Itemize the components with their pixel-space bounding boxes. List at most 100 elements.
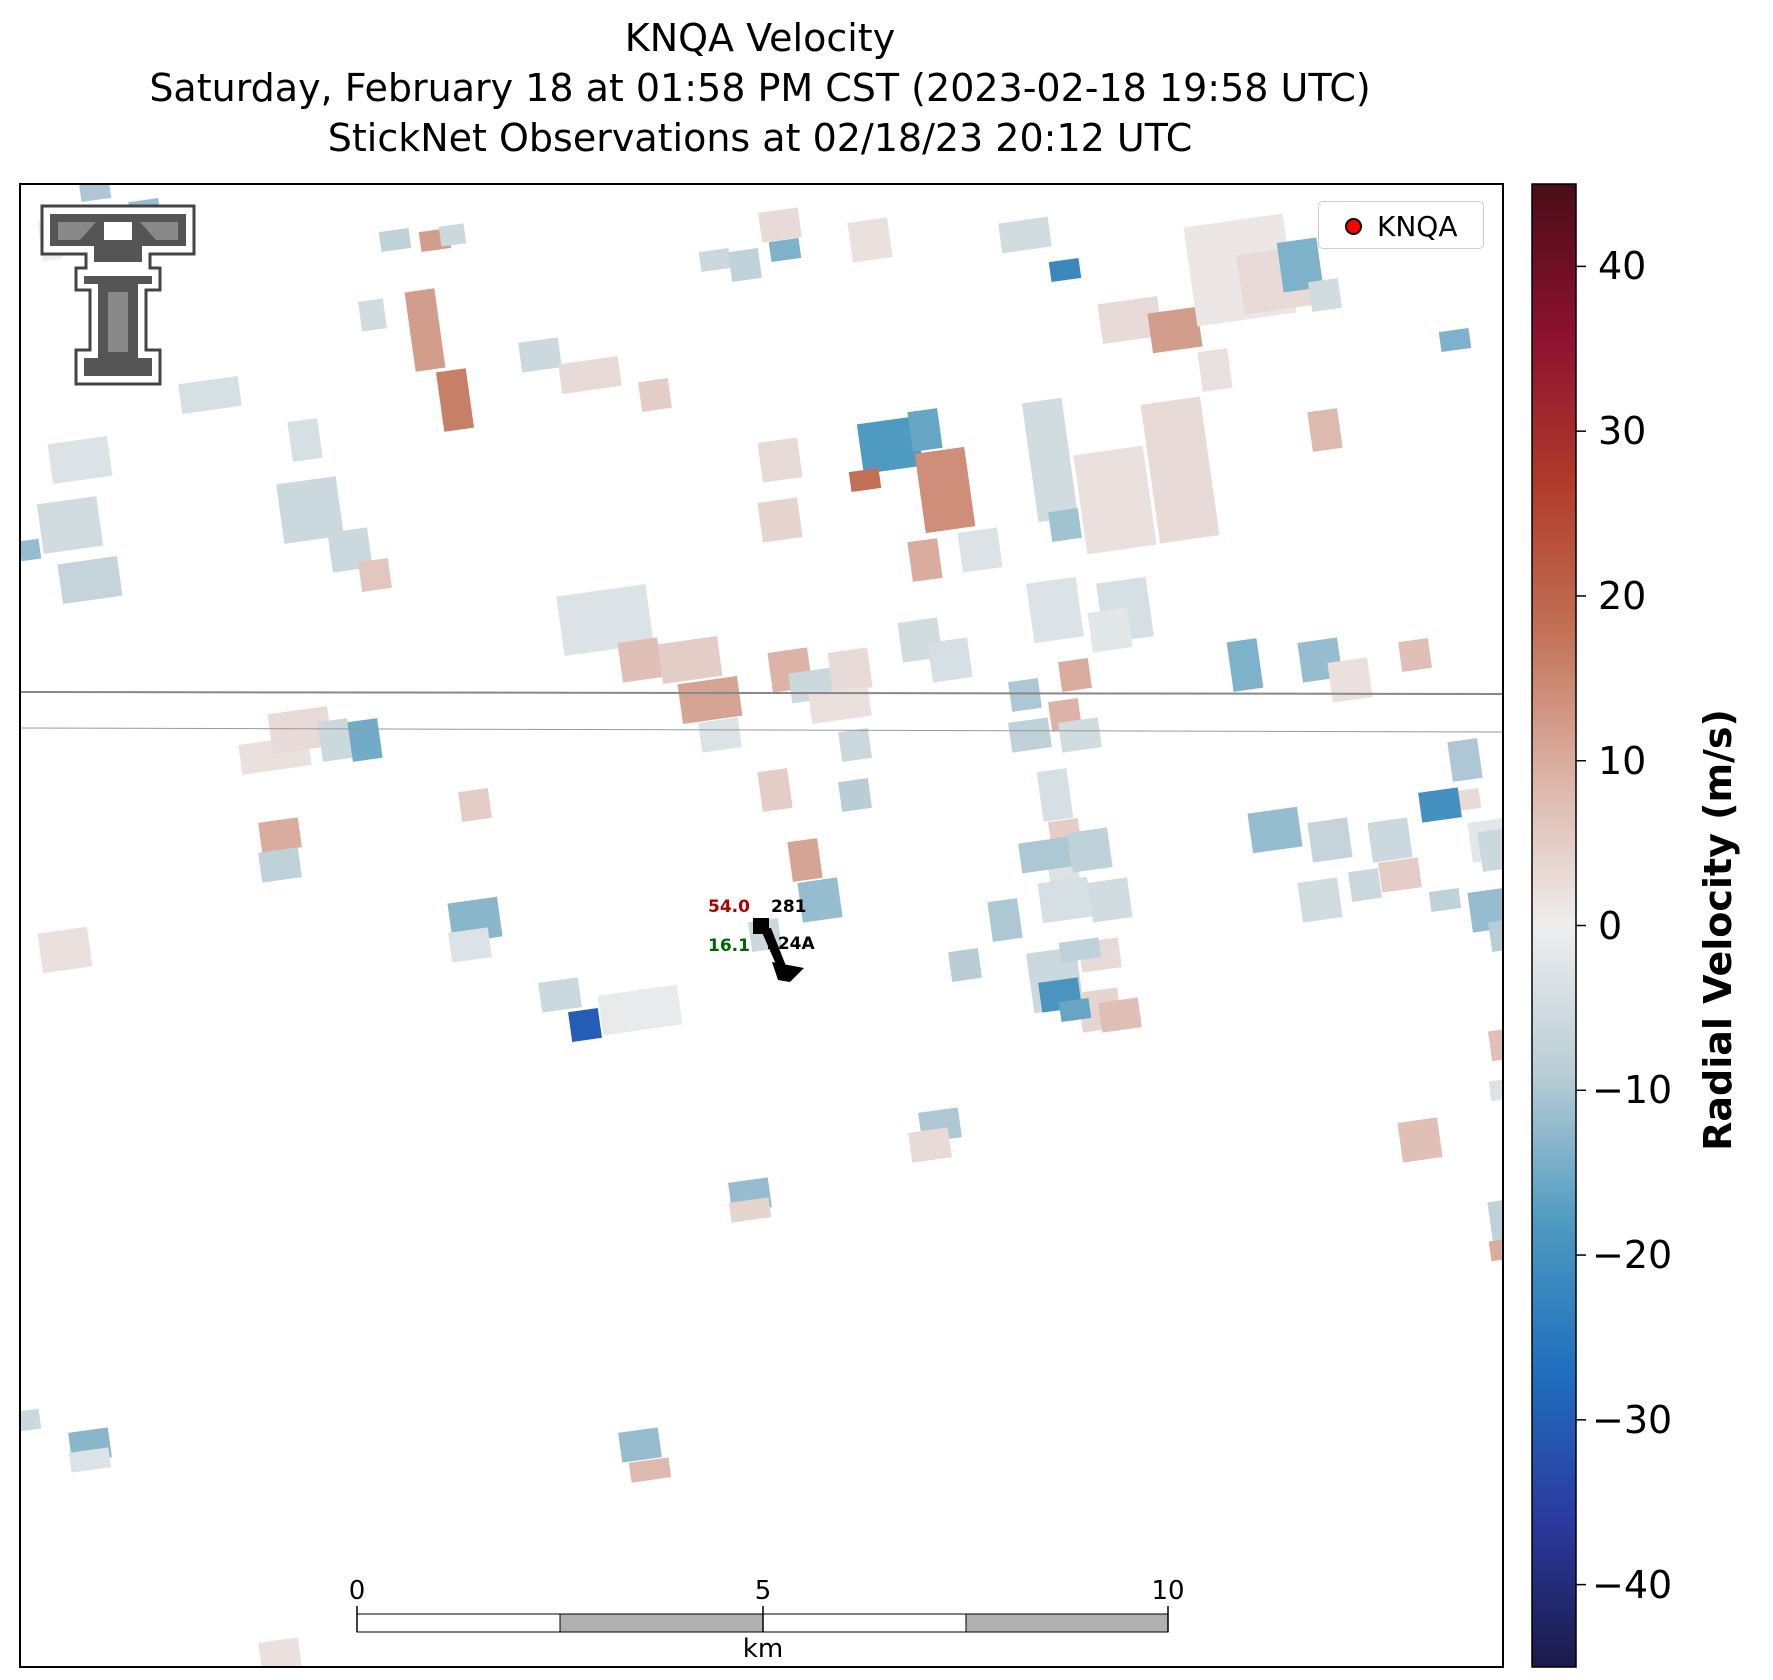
velocity-cell xyxy=(1026,576,1084,644)
velocity-cell xyxy=(20,1408,42,1432)
colorbar-tick-label: 20 xyxy=(1598,573,1647,618)
velocity-cell xyxy=(1147,306,1203,354)
velocity-cell xyxy=(848,468,882,492)
velocity-cell xyxy=(1307,817,1353,863)
velocity-cell xyxy=(1297,877,1343,923)
boundary-line xyxy=(19,691,1504,695)
velocity-cell xyxy=(957,527,1003,573)
velocity-cell xyxy=(728,1197,772,1223)
velocity-cell xyxy=(448,927,492,963)
velocity-cell xyxy=(378,228,412,252)
velocity-cell xyxy=(1397,1117,1443,1163)
velocity-cell xyxy=(768,238,802,262)
velocity-cell xyxy=(1058,998,1092,1022)
velocity-cell xyxy=(617,637,663,683)
velocity-cell xyxy=(927,637,973,683)
velocity-cell xyxy=(698,248,732,272)
velocity-cell xyxy=(757,437,803,483)
velocity-cell xyxy=(258,817,302,853)
velocity-cell xyxy=(1097,296,1163,344)
velocity-cell xyxy=(1447,738,1483,782)
station-pressure: 281 xyxy=(771,897,807,917)
colorbar-label: Radial Velocity (m/s) xyxy=(1696,709,1740,1151)
velocity-cell xyxy=(1378,857,1422,893)
velocity-cell xyxy=(838,778,872,812)
velocity-cell xyxy=(827,647,873,693)
velocity-cell xyxy=(1058,658,1092,692)
velocity-cell xyxy=(1037,876,1093,924)
colorbar-tick-label: −20 xyxy=(1592,1233,1673,1278)
velocity-cell xyxy=(1048,508,1082,542)
velocity-cell xyxy=(1367,817,1413,863)
velocity-cell xyxy=(327,527,373,573)
velocity-cell xyxy=(1348,868,1382,902)
velocity-cell xyxy=(276,476,344,544)
velocity-cell xyxy=(1488,1078,1503,1102)
velocity-cell xyxy=(1226,638,1264,692)
scale-tick-label: 5 xyxy=(754,1576,772,1606)
velocity-cell xyxy=(558,355,622,395)
radar-velocity-cells xyxy=(20,184,1503,1667)
texas-tech-double-t-logo xyxy=(40,204,196,386)
velocity-cell xyxy=(358,298,387,332)
velocity-cell xyxy=(518,337,562,373)
velocity-cell xyxy=(1008,717,1052,753)
velocity-cell xyxy=(1067,827,1113,873)
velocity-cell xyxy=(36,496,104,554)
velocity-cell xyxy=(914,446,976,534)
title-line-3: StickNet Observations at 02/18/23 20:12 … xyxy=(327,116,1193,160)
velocity-cell xyxy=(1487,1198,1503,1242)
velocity-cell xyxy=(948,948,982,982)
velocity-cell xyxy=(698,717,742,753)
boundary-line xyxy=(19,727,1504,733)
station-id: 124A xyxy=(766,934,815,954)
velocity-cell xyxy=(838,728,872,762)
velocity-cell xyxy=(1048,258,1082,282)
velocity-cell xyxy=(1073,445,1157,555)
velocity-cell xyxy=(1140,396,1220,544)
velocity-cell xyxy=(1058,937,1102,963)
velocity-cell xyxy=(1008,678,1042,712)
velocity-cell xyxy=(856,416,924,474)
velocity-cell xyxy=(1398,638,1432,672)
velocity-cell xyxy=(657,636,723,684)
velocity-cell xyxy=(628,1457,672,1483)
velocity-cell xyxy=(987,898,1023,942)
legend: KNQA xyxy=(1318,201,1484,249)
velocity-cell xyxy=(37,926,93,974)
velocity-cell xyxy=(597,984,683,1036)
velocity-cell xyxy=(908,1127,952,1163)
velocity-cell xyxy=(1477,828,1503,872)
colorbar-ticks xyxy=(1576,265,1586,1586)
velocity-cell xyxy=(20,538,42,562)
velocity-cell xyxy=(907,538,943,582)
title-line-1: KNQA Velocity xyxy=(624,16,896,60)
colorbar-tick-label: 30 xyxy=(1598,409,1647,454)
velocity-cell xyxy=(57,556,123,604)
velocity-cell xyxy=(317,718,353,762)
velocity-cell xyxy=(677,676,743,724)
velocity-cell xyxy=(287,418,323,462)
title-line-2: Saturday, February 18 at 01:58 PM CST (2… xyxy=(149,66,1371,110)
velocity-cell xyxy=(458,788,492,822)
velocity-cell xyxy=(556,584,654,656)
colorbar-tick-label: 10 xyxy=(1598,738,1647,783)
velocity-cell xyxy=(758,207,802,243)
station-wind-barb xyxy=(753,918,804,982)
velocity-cell xyxy=(1327,657,1373,703)
velocity-cell xyxy=(797,877,843,923)
velocity-cell xyxy=(267,706,333,754)
velocity-cell xyxy=(1276,237,1324,293)
velocity-cell xyxy=(1021,397,1079,523)
velocity-cell xyxy=(907,408,943,452)
velocity-cell xyxy=(1087,607,1133,653)
scale-tick-label: 10 xyxy=(1151,1576,1185,1606)
velocity-cell xyxy=(1488,1238,1503,1262)
station-dewpoint: 16.1 xyxy=(708,936,750,956)
velocity-cell xyxy=(178,375,242,415)
velocity-cell xyxy=(998,216,1052,254)
velocity-cell xyxy=(1428,888,1462,912)
velocity-cell xyxy=(757,497,803,543)
velocity-cell xyxy=(1018,836,1072,874)
